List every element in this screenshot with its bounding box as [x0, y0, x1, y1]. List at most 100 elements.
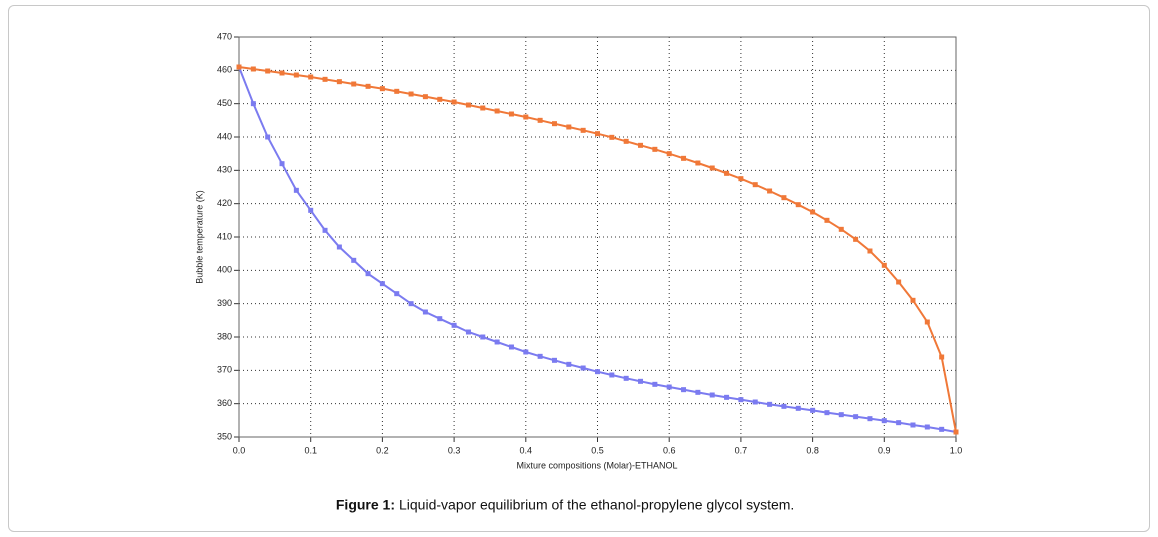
point	[551, 357, 557, 363]
point	[953, 429, 959, 435]
point	[896, 279, 902, 285]
y-tick-label: 430	[217, 165, 232, 175]
point	[580, 365, 586, 371]
point	[609, 134, 615, 140]
figure-frame	[8, 5, 1150, 532]
point	[709, 165, 715, 171]
point	[681, 387, 687, 393]
point	[867, 416, 873, 422]
x-tick-label: 0.0	[233, 445, 246, 455]
point	[896, 420, 902, 426]
point	[293, 72, 299, 78]
point	[666, 384, 672, 390]
point	[595, 131, 600, 137]
point	[308, 74, 314, 80]
point	[709, 392, 715, 398]
point	[939, 354, 945, 360]
point	[752, 399, 758, 405]
y-tick-label: 420	[217, 198, 232, 208]
point	[308, 207, 314, 213]
point	[523, 114, 529, 120]
point	[910, 297, 916, 303]
point	[767, 188, 773, 194]
point	[781, 195, 787, 201]
y-tick-label: 450	[217, 98, 232, 108]
point	[939, 426, 945, 432]
point	[422, 309, 428, 315]
point	[336, 244, 342, 250]
x-tick-label: 0.7	[735, 445, 748, 455]
point	[451, 99, 457, 105]
x-tick-label: 1.0	[950, 445, 963, 455]
point	[437, 96, 443, 102]
point	[695, 389, 701, 395]
point	[451, 322, 457, 328]
point	[236, 64, 242, 70]
point	[494, 339, 500, 345]
point	[351, 257, 357, 263]
point	[652, 146, 658, 152]
point	[394, 291, 400, 297]
point	[322, 227, 328, 233]
y-tick-label: 360	[217, 398, 232, 408]
point	[465, 329, 471, 335]
point	[508, 111, 514, 117]
point	[795, 202, 801, 208]
point	[480, 334, 486, 340]
y-tick-label: 460	[217, 65, 232, 75]
point	[853, 236, 859, 242]
point	[379, 281, 385, 287]
point	[810, 407, 816, 413]
point	[494, 108, 500, 114]
y-tick-label: 390	[217, 298, 232, 308]
point	[666, 151, 672, 157]
y-tick-label: 470	[217, 31, 232, 41]
x-tick-label: 0.5	[591, 445, 604, 455]
point	[365, 83, 371, 89]
point	[638, 142, 644, 148]
point	[867, 248, 873, 254]
plot-border	[238, 36, 957, 438]
point	[910, 422, 916, 428]
point	[810, 209, 816, 215]
x-tick-label: 0.8	[806, 445, 819, 455]
x-tick-label: 0.9	[878, 445, 891, 455]
x-tick-label: 0.4	[520, 445, 533, 455]
point	[824, 217, 830, 223]
point	[724, 170, 730, 176]
point	[752, 182, 758, 188]
point	[250, 101, 256, 107]
point	[408, 91, 414, 97]
point	[351, 81, 357, 87]
point	[437, 316, 443, 322]
point	[508, 344, 514, 350]
point	[724, 394, 730, 400]
point	[480, 105, 486, 111]
y-tick-label: 410	[217, 231, 232, 241]
point	[250, 66, 256, 72]
point	[551, 121, 557, 127]
point	[265, 134, 271, 140]
y-tick-label: 400	[217, 265, 232, 275]
point	[537, 353, 543, 359]
point	[394, 88, 400, 94]
point	[422, 94, 428, 100]
point	[322, 76, 328, 82]
point	[695, 160, 701, 166]
point	[795, 405, 801, 411]
point	[595, 369, 600, 375]
point	[824, 410, 830, 416]
y-axis-label: Bubble temperature (K)	[194, 190, 204, 284]
point	[279, 161, 285, 167]
point	[265, 68, 271, 74]
point	[781, 403, 787, 409]
point	[838, 226, 844, 232]
point	[609, 372, 615, 378]
point	[379, 86, 385, 92]
x-tick-label: 0.3	[448, 445, 461, 455]
x-axis-label: Mixture compositions (Molar)-ETHANOL	[516, 460, 677, 470]
point	[365, 271, 371, 277]
point	[738, 397, 744, 403]
caption-label: Figure 1:	[336, 497, 395, 513]
